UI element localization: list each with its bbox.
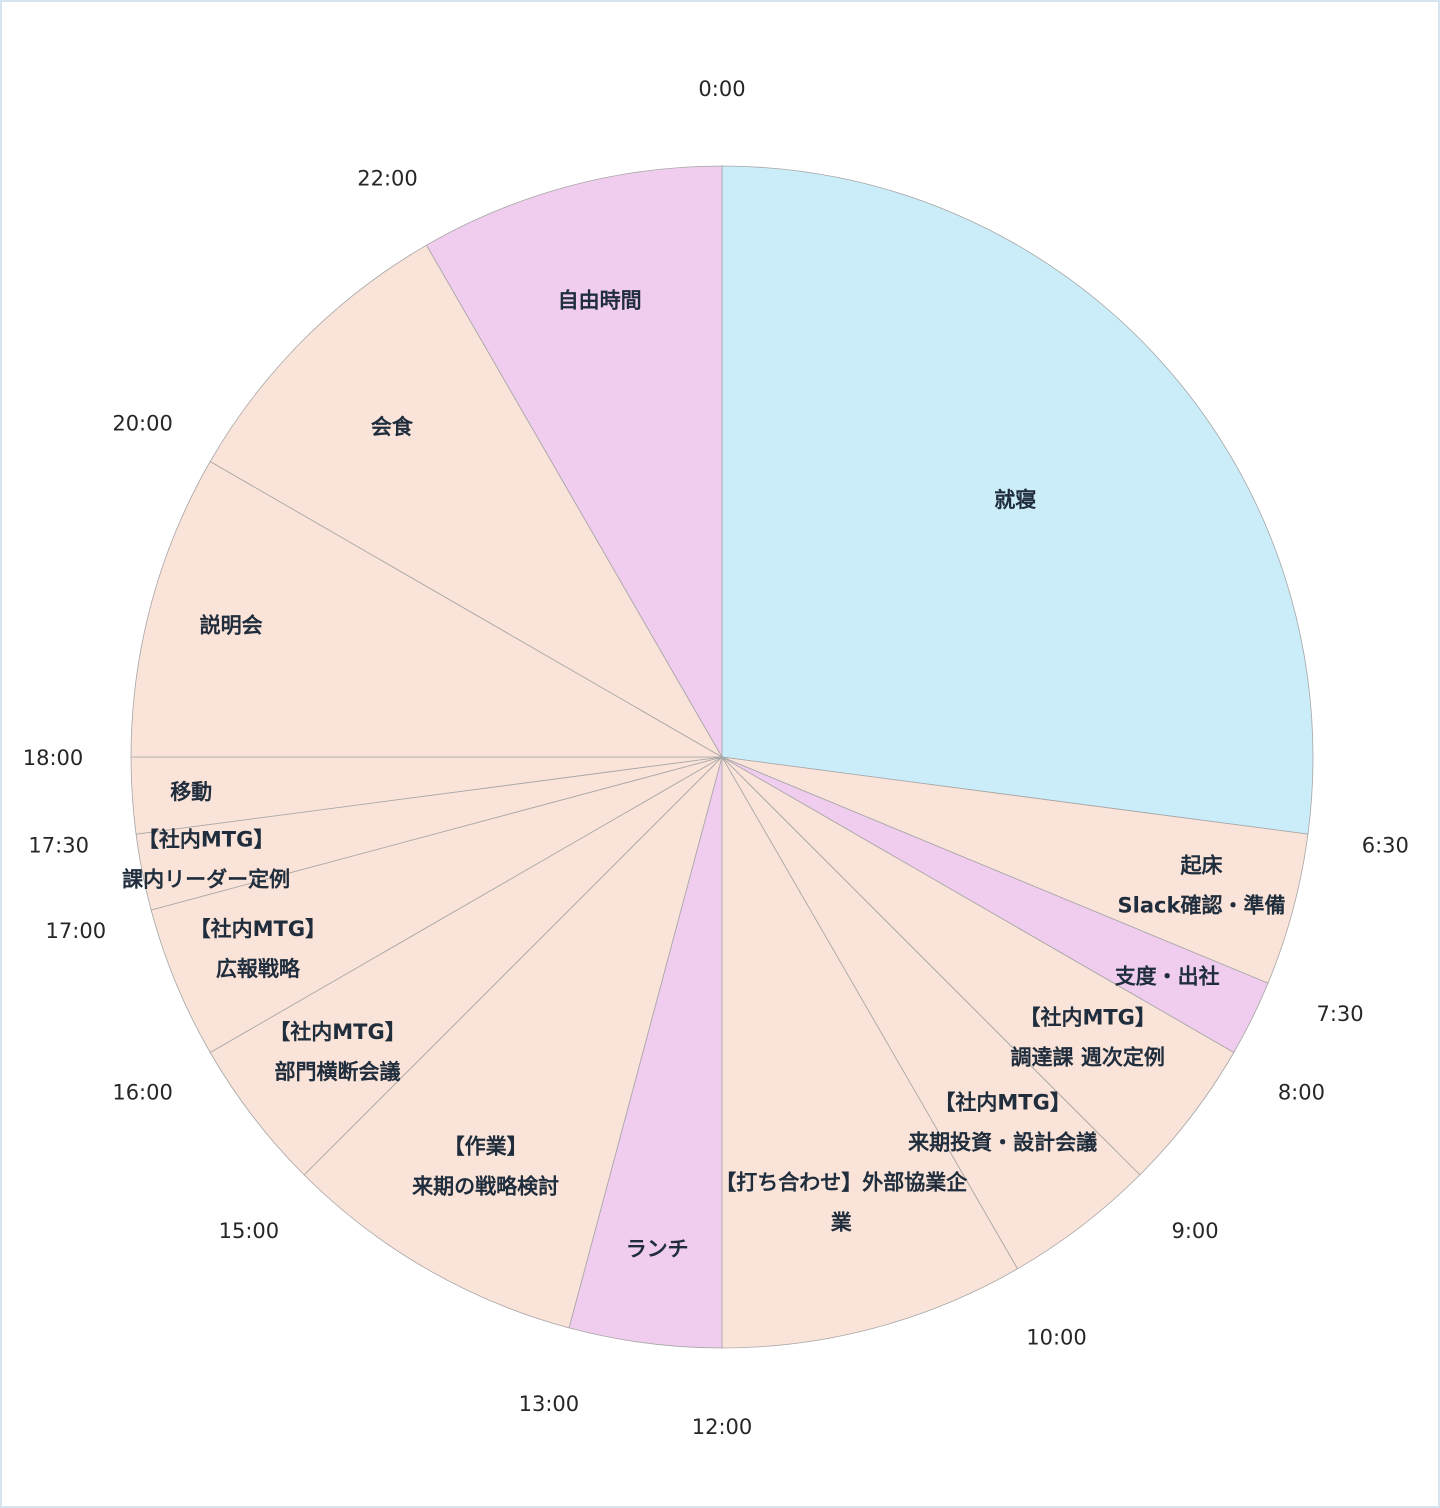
time-label-11: 17:30 (28, 833, 89, 857)
slice-label-14-line-0: 自由時間 (558, 288, 642, 312)
slice-label-9-line-0: 【社内MTG】 (190, 917, 326, 941)
slice-label-7-line-1: 来期の戦略検討 (412, 1175, 559, 1199)
time-label-7: 13:00 (519, 1392, 580, 1416)
slice-label-8-line-1: 部門横断会議 (275, 1060, 401, 1084)
pie-slice-5 (721, 755, 1019, 1349)
slice-label-9-line-1: 広報戦略 (216, 957, 301, 981)
pie-slice-12 (130, 460, 724, 758)
slice-label-1-line-1: Slack確認・準備 (1118, 894, 1286, 918)
time-label-14: 22:00 (357, 167, 418, 191)
slice-label-3-line-1: 調達課 週次定例 (1011, 1046, 1165, 1070)
time-label-9: 16:00 (112, 1081, 173, 1105)
time-label-6: 12:00 (692, 1415, 753, 1439)
slice-label-4-line-0: 【社内MTG】 (934, 1091, 1070, 1115)
time-label-5: 10:00 (1026, 1325, 1087, 1349)
time-label-3: 8:00 (1278, 1081, 1325, 1105)
slice-label-13-line-0: 会食 (371, 415, 414, 439)
slice-label-7-line-0: 【作業】 (444, 1135, 528, 1159)
slice-label-5-line-0: 【打ち合わせ】外部協業企 (715, 1170, 968, 1194)
slice-label-10-line-0: 【社内MTG】 (138, 828, 274, 852)
slice-label-4-line-1: 来期投資・設計会議 (908, 1131, 1097, 1155)
slice-label-5-line-1: 業 (831, 1210, 853, 1234)
slice-label-10-line-1: 課内リーダー定例 (122, 868, 290, 892)
slice-label-1-line-0: 起床 (1180, 854, 1223, 878)
time-label-4: 9:00 (1172, 1219, 1219, 1243)
time-label-1: 6:30 (1362, 833, 1409, 857)
slice-label-8-line-0: 【社内MTG】 (269, 1020, 405, 1044)
pie-slice-7 (303, 755, 723, 1329)
pie-slice-0 (721, 165, 1314, 835)
slice-label-0-line-0: 就寝 (994, 488, 1036, 512)
time-label-2: 7:30 (1317, 1002, 1364, 1026)
pie-slice-13 (209, 244, 724, 759)
slice-label-6-line-0: ランチ (626, 1237, 689, 1261)
time-label-10: 17:00 (46, 919, 107, 943)
slice-label-2-line-0: 支度・出社 (1115, 965, 1220, 989)
time-label-12: 18:00 (23, 746, 84, 770)
slice-label-11-line-0: 移動 (170, 780, 212, 804)
time-label-13: 20:00 (112, 412, 173, 436)
pie-slice-14 (425, 165, 723, 759)
slice-label-12-line-0: 説明会 (200, 614, 263, 638)
time-label-8: 15:00 (219, 1219, 280, 1243)
time-label-0: 0:00 (698, 77, 745, 101)
slice-label-3-line-0: 【社内MTG】 (1019, 1006, 1155, 1030)
